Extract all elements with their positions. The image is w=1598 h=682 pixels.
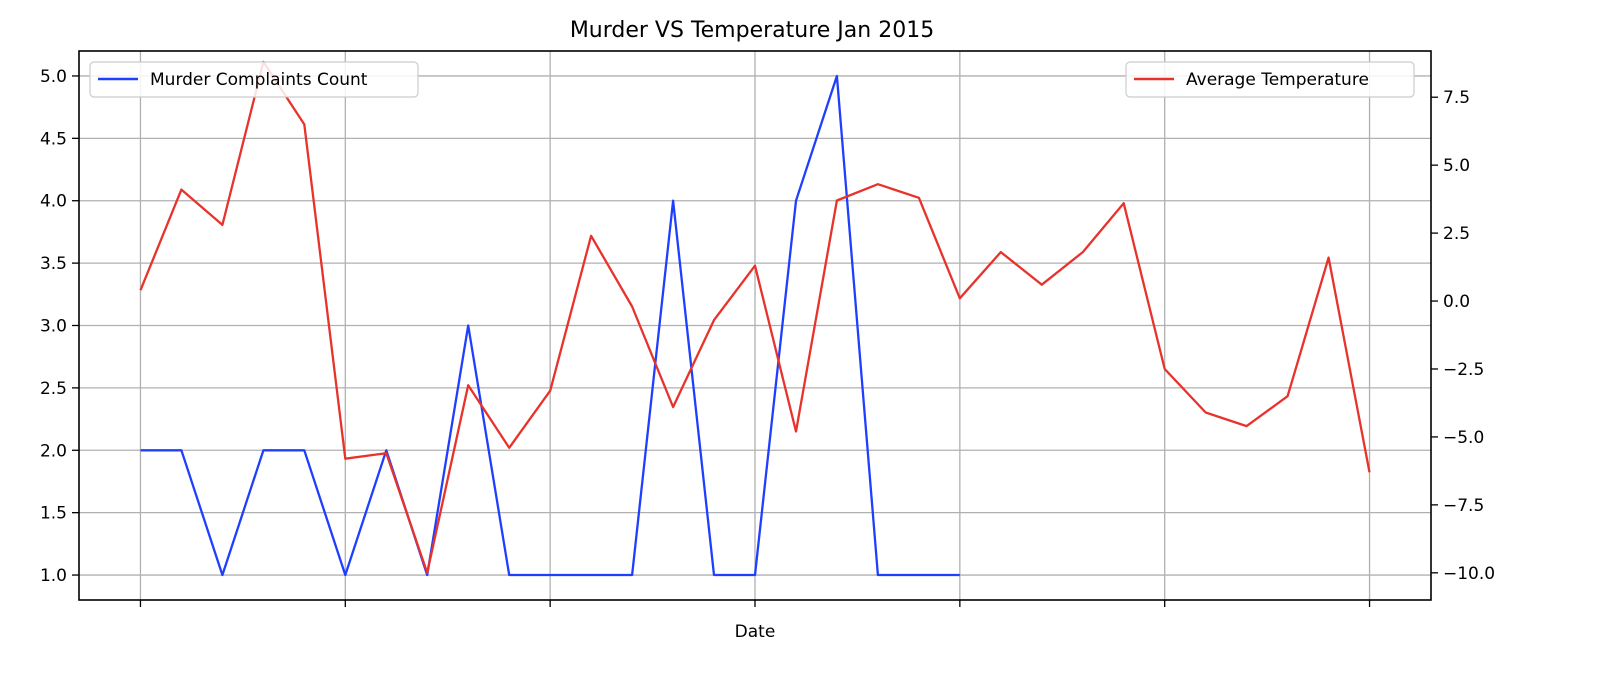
legend-murder-label: Murder Complaints Count [150, 70, 368, 90]
right-tick-label: −10.0 [1443, 564, 1495, 584]
left-tick-label: 1.0 [40, 566, 67, 586]
left-tick-label: 5.0 [40, 67, 67, 87]
right-y-axis: −10.0 −7.5 −5.0 −2.5 0.0 2.5 5.0 7.5 [1431, 88, 1495, 584]
left-y-axis: 1.0 1.5 2.0 2.5 3.0 3.5 4.0 4.5 5.0 [40, 67, 79, 586]
chart-title: Murder VS Temperature Jan 2015 [570, 18, 934, 43]
right-tick-label: −2.5 [1443, 360, 1484, 380]
grid [79, 51, 1431, 600]
series-line-murder-complaints [140, 74, 960, 577]
right-tick-label: 0.0 [1443, 292, 1470, 312]
left-tick-label: 1.5 [40, 504, 67, 524]
legend-temperature-label: Average Temperature [1186, 70, 1369, 90]
left-tick-label: 4.5 [40, 129, 67, 149]
right-tick-label: −7.5 [1443, 496, 1484, 516]
legend-temperature-box [1125, 61, 1415, 98]
left-tick-label: 3.0 [40, 317, 67, 337]
legend-murder-box [89, 61, 419, 98]
right-tick-label: 7.5 [1443, 88, 1470, 108]
left-tick-label: 2.0 [40, 441, 67, 461]
left-tick-label: 4.0 [40, 192, 67, 212]
x-axis-label: Date [735, 622, 776, 642]
left-tick-label: 3.5 [40, 254, 67, 274]
x-axis [139, 600, 1371, 607]
right-tick-label: 2.5 [1443, 224, 1470, 244]
series-line-average-temperature [139, 60, 1371, 574]
series-lines [139, 60, 1371, 577]
right-tick-label: −5.0 [1443, 428, 1484, 448]
right-tick-label: 5.0 [1443, 156, 1470, 176]
legend-murder: Murder Complaints Count [89, 61, 419, 98]
legend-temperature: Average Temperature [1125, 61, 1415, 98]
left-tick-label: 2.5 [40, 379, 67, 399]
